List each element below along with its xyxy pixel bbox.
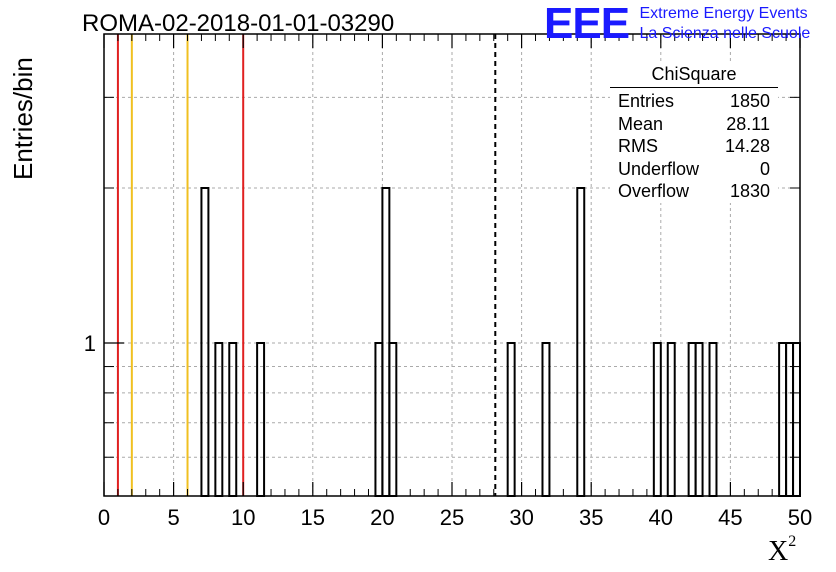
histogram-bar	[228, 342, 238, 497]
x-tick-label: 15	[301, 505, 325, 530]
stats-row: Mean 28.11	[610, 113, 778, 136]
x-tick-label: 40	[649, 505, 673, 530]
logo-text: EEE	[544, 0, 630, 48]
logo-caption: Extreme Energy Events La Scienza nelle S…	[640, 4, 811, 44]
histogram-bar	[778, 342, 788, 497]
x-tick-label: 25	[440, 505, 464, 530]
histogram-bar	[785, 342, 795, 497]
stats-value: 28.11	[726, 113, 770, 134]
x-tick-label: 45	[718, 505, 742, 530]
histogram-bar	[792, 342, 801, 497]
chart-title: ROMA-02-2018-01-01-03290	[82, 10, 395, 37]
histogram-bar	[506, 342, 516, 497]
stats-box: ChiSquare Entries 1850 Mean 28.11 RMS 14.28…	[610, 64, 778, 203]
stats-row: Entries 1850	[610, 90, 778, 113]
histogram-bar	[541, 342, 551, 497]
stats-label: Mean	[618, 113, 664, 134]
stats-row: Overflow 1830	[610, 180, 778, 203]
stats-row: RMS 14.28	[610, 135, 778, 158]
logo-line-1: Extreme Energy Events	[639, 5, 808, 22]
histogram-bar	[687, 342, 697, 497]
histogram-bar	[388, 342, 398, 497]
x-tick-label: 10	[231, 505, 255, 530]
stats-label: Entries	[618, 91, 675, 111]
x-axis-label: X2	[768, 532, 797, 567]
histogram-bar	[214, 342, 224, 497]
y-tick-label: 1	[84, 331, 96, 356]
stats-row: Underflow 0	[610, 158, 778, 181]
logo-line-2: La Scienza nelle Scuole	[639, 25, 811, 42]
stats-label: Overflow	[618, 181, 690, 201]
x-tick-label: 0	[98, 505, 110, 530]
x-tick-label: 35	[579, 505, 603, 530]
stats-value: 14.28	[724, 136, 770, 156]
histogram-bar	[381, 187, 391, 497]
stats-value: 1830	[729, 181, 770, 201]
histogram-bar	[708, 342, 718, 497]
stats-label: Underflow	[618, 158, 700, 179]
histogram-bar	[666, 342, 676, 497]
y-axis-label: Entries/bin	[8, 57, 38, 180]
histogram-bar	[200, 187, 210, 497]
marker-lines	[116, 34, 497, 496]
x-tick-label: 5	[167, 505, 179, 530]
axis-ticks: 0 5 10 15 20 25 30 35 40 45 50 1	[84, 34, 812, 530]
histogram-bar	[576, 187, 586, 497]
x-tick-label: 30	[509, 505, 533, 530]
histogram-bars	[200, 187, 801, 497]
x-tick-label: 20	[370, 505, 394, 530]
histogram-bar	[694, 342, 704, 497]
stats-title: ChiSquare	[610, 64, 778, 88]
x-tick-label: 50	[788, 505, 812, 530]
eee-logo: EEE Extreme Energy Events La Scienza nel…	[544, 2, 810, 46]
stats-value: 1850	[729, 91, 770, 111]
histogram-bar	[374, 342, 384, 497]
histogram-bar	[256, 342, 266, 497]
histogram-bar	[652, 342, 662, 497]
stats-label: RMS	[618, 136, 658, 156]
stats-value: 0	[759, 158, 770, 179]
